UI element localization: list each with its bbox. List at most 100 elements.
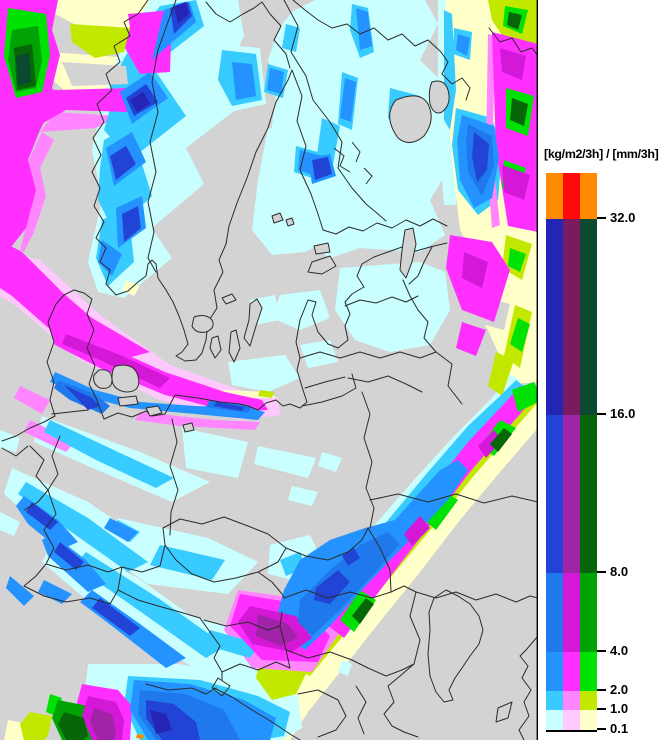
- legend-row: [546, 573, 597, 652]
- legend-color-cell: [563, 219, 580, 415]
- legend-tick-label: 32.0: [610, 210, 636, 225]
- legend-row: [546, 691, 597, 710]
- lake-onega: [428, 80, 450, 114]
- legend-tick-label: 1.0: [610, 701, 629, 716]
- legend-row: [546, 652, 597, 691]
- coastlines-and-borders: [1, 0, 538, 740]
- legend-color-cell: [546, 691, 563, 710]
- border-austria-italy: [117, 589, 201, 619]
- border-hungary-croatia: [285, 649, 369, 669]
- map-right-frame: [536, 0, 538, 740]
- border-poland-belarus: [361, 391, 373, 489]
- border-germany-france: [43, 489, 57, 565]
- border-norway-sweden: [147, 0, 177, 273]
- coastline-italy-north: [145, 683, 217, 695]
- border-latvia-russia: [417, 309, 437, 353]
- island-funen: [93, 369, 113, 389]
- border-estonia-russia: [402, 246, 433, 311]
- border-bosnia: [297, 689, 347, 738]
- border-germany-austria: [121, 544, 166, 573]
- legend-color-cell: [563, 173, 580, 219]
- legend-title: [kg/m2/3h] / [mm/3h]: [544, 147, 659, 161]
- legend-color-cell: [546, 219, 563, 415]
- border-hungary-serbia: [367, 663, 415, 677]
- border-finland-russia: [283, 0, 387, 222]
- coastline-adriatic: [213, 687, 301, 740]
- legend-row: [546, 219, 597, 415]
- lakes-and-islands: [93, 80, 450, 433]
- border-serbia-croatia: [355, 685, 367, 735]
- border-denmark-germany: [51, 409, 89, 415]
- precip-layer-intense: [14, 2, 530, 740]
- legend-color-cell: [563, 652, 580, 691]
- coastline-istria: [211, 677, 231, 697]
- island-bornholm: [182, 422, 195, 433]
- legend-tick-label: 16.0: [610, 406, 636, 421]
- border-slovakia-hungary: [283, 589, 392, 599]
- legend-tick: [597, 708, 606, 710]
- legend-tick: [597, 650, 606, 652]
- legend-colorbar: [546, 173, 597, 732]
- coastline-white-sea: [488, 27, 538, 57]
- border-norway-finland: [205, 1, 263, 23]
- border-italy-slovenia: [199, 617, 223, 681]
- legend-row: [546, 710, 597, 730]
- island-aland: [271, 212, 295, 227]
- legend-tick: [597, 689, 606, 691]
- border-poland-slovakia: [285, 527, 369, 561]
- border-austria-hungary: [279, 611, 287, 651]
- island-lolland: [117, 395, 139, 407]
- border-belgium-france: [1, 445, 49, 511]
- lake-vattern: [209, 335, 222, 359]
- island-zealand: [111, 364, 140, 393]
- legend-color-cell: [563, 691, 580, 710]
- legend-ticks: 32.0 16.0 8.0 4.0 2.0 1.0 0.1: [546, 173, 635, 736]
- coastline-baltic-south: [1, 242, 448, 442]
- coastline-barents: [292, 0, 471, 101]
- border-sweden-finland: [261, 1, 291, 69]
- border-germany-poland: [169, 418, 179, 536]
- legend-color-cell: [563, 710, 580, 730]
- legend-color-cell: [580, 710, 597, 730]
- legend-color-cell: [563, 415, 580, 573]
- precipitation-map: [0, 0, 538, 740]
- border-austria-slovenia: [203, 619, 281, 631]
- island-saaremaa: [307, 255, 337, 275]
- border-kaliningrad-north: [304, 376, 346, 389]
- border-netherlands-belgium: [29, 445, 49, 491]
- border-kaliningrad-south: [301, 373, 357, 407]
- legend-color-cell: [546, 573, 563, 652]
- border-switzerland-south: [23, 563, 123, 605]
- lake-vanern: [191, 315, 214, 333]
- border-romania-serbia: [383, 663, 419, 738]
- legend-tick-label: 4.0: [610, 643, 629, 658]
- legend-color-cell: [546, 710, 563, 730]
- legend-color-cell: [580, 691, 597, 710]
- legend-tick: [597, 217, 606, 219]
- lake-malaren: [221, 293, 237, 305]
- legend-color-cell: [546, 415, 563, 573]
- border-poland-ukraine: [365, 487, 375, 529]
- legend-row: [546, 173, 597, 219]
- border-estonia-latvia: [344, 295, 419, 307]
- border-belarus-ukraine: [369, 493, 538, 504]
- legend-tick: [597, 571, 606, 573]
- border-slovenia-croatia: [221, 649, 291, 673]
- coastline-danube-delta: [495, 701, 513, 723]
- island-oland: [228, 329, 241, 363]
- legend-tick-label: 0.1: [610, 721, 629, 736]
- lake-peipus: [399, 227, 417, 279]
- lake-ladoga: [389, 95, 432, 143]
- legend-color-cell: [580, 573, 597, 652]
- legend-color-cell: [580, 173, 597, 219]
- legend-color-cell: [580, 652, 597, 691]
- legend-tick-label: 8.0: [610, 564, 629, 579]
- border-germany-netherlands: [47, 435, 61, 491]
- border-austria-slovakia: [257, 571, 285, 599]
- legend-tick: [597, 728, 606, 730]
- border-hungary-ukraine: [390, 585, 417, 593]
- island-ruegen: [145, 405, 163, 417]
- coastline-black-sea: [518, 635, 538, 740]
- border-czechia: [162, 516, 287, 583]
